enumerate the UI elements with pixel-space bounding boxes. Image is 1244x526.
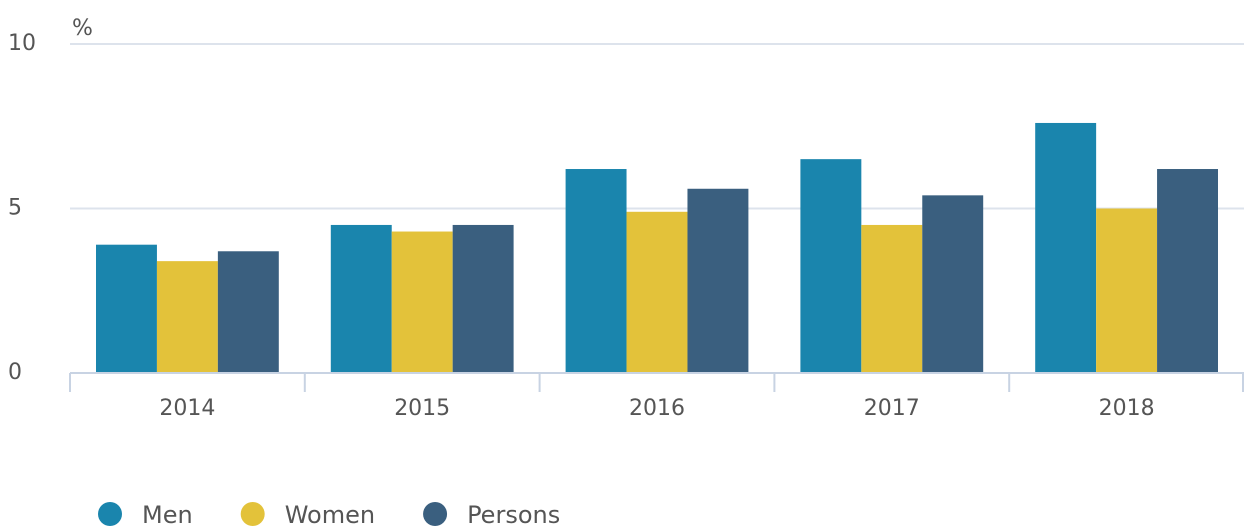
x-tick-label: 2017 <box>864 396 920 421</box>
legend-marker <box>240 502 265 526</box>
bar <box>1096 208 1158 373</box>
legend-marker <box>98 502 122 526</box>
legend-label: Men <box>142 501 193 526</box>
y-tick-label: 10 <box>8 31 36 56</box>
bar <box>922 195 984 373</box>
x-tick-label: 2014 <box>159 396 215 421</box>
bar <box>626 211 688 373</box>
x-tick-label: 2018 <box>1099 396 1155 421</box>
bar <box>391 231 453 373</box>
bar <box>861 224 923 373</box>
bar <box>330 224 392 373</box>
legend-label: Women <box>285 501 375 526</box>
bar <box>1035 122 1097 374</box>
bar <box>687 188 749 373</box>
legend-marker <box>423 502 448 526</box>
bar <box>1157 169 1218 373</box>
bar <box>452 224 514 373</box>
y-tick-label: 5 <box>8 196 22 221</box>
bar <box>96 244 157 373</box>
bar <box>217 251 279 373</box>
y-axis-label: % <box>72 16 93 41</box>
y-tick-label: 0 <box>8 360 22 385</box>
x-tick-label: 2016 <box>629 396 685 421</box>
bar <box>156 261 218 373</box>
bar <box>565 169 627 373</box>
x-tick-label: 2015 <box>394 396 450 421</box>
bar <box>800 159 862 373</box>
legend-label: Persons <box>467 501 560 526</box>
